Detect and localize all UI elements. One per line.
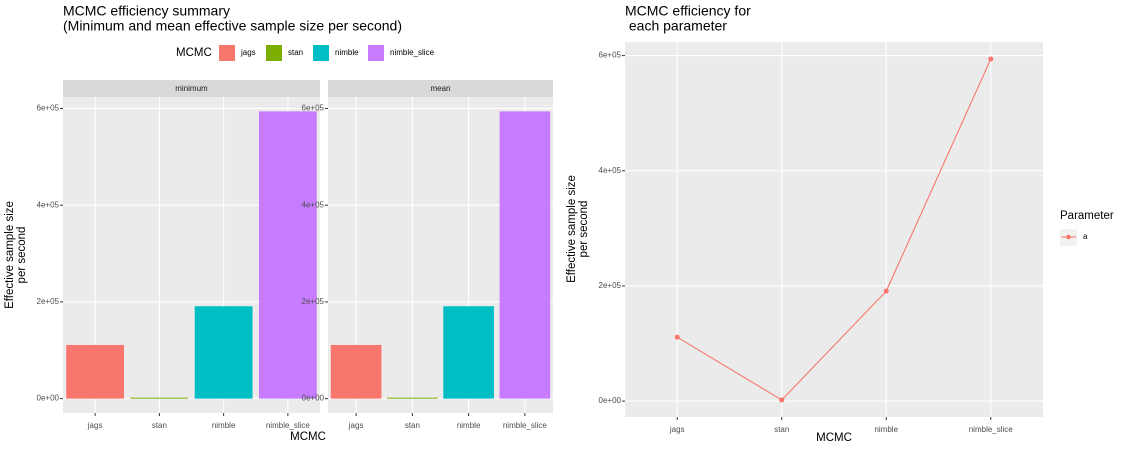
point bbox=[779, 397, 785, 403]
x-tick-label: stan bbox=[405, 421, 420, 430]
legend-key bbox=[266, 45, 282, 61]
y-tick-label: 4e+05 bbox=[302, 200, 325, 209]
x-tick-label: nimble_slice bbox=[503, 421, 548, 430]
facet-label: minimum bbox=[175, 84, 208, 93]
x-axis-label: MCMC bbox=[290, 431, 326, 443]
point bbox=[674, 334, 680, 340]
x-tick-label: stan bbox=[152, 421, 167, 430]
y-tick-label: 0e+00 bbox=[599, 396, 622, 405]
y-tick-label: 0e+00 bbox=[302, 394, 325, 403]
legend-label: a bbox=[1083, 232, 1088, 241]
x-tick-label: nimble bbox=[874, 425, 898, 434]
bar bbox=[194, 306, 253, 399]
y-axis-label: Effective sample size bbox=[4, 201, 16, 309]
y-tick-label: 4e+05 bbox=[599, 166, 622, 175]
y-tick-label: 6e+05 bbox=[37, 104, 60, 113]
legend-label: nimble bbox=[335, 48, 359, 57]
legend-key bbox=[313, 45, 329, 61]
y-tick-label: 4e+05 bbox=[37, 200, 60, 209]
y-tick-label: 6e+05 bbox=[599, 51, 622, 60]
y-tick-label: 6e+05 bbox=[302, 104, 325, 113]
line bbox=[676, 58, 992, 401]
x-tick-label: jags bbox=[669, 425, 685, 434]
legend-label: stan bbox=[288, 48, 303, 57]
bar bbox=[330, 344, 382, 399]
x-tick-label: jags bbox=[348, 421, 364, 430]
bar bbox=[66, 344, 125, 399]
facet-strip bbox=[63, 80, 320, 97]
chart-title: (Minimum and mean effective sample size … bbox=[63, 18, 402, 34]
point bbox=[883, 288, 889, 294]
x-axis-label: MCMC bbox=[816, 432, 852, 444]
legend-label: jags bbox=[240, 48, 256, 57]
y-tick-label: 2e+05 bbox=[302, 297, 325, 306]
legend-point bbox=[1066, 234, 1071, 240]
panel-background bbox=[625, 42, 1043, 417]
y-tick-label: 0e+00 bbox=[37, 394, 60, 403]
bar bbox=[499, 111, 551, 399]
chart-title: each parameter bbox=[625, 18, 727, 34]
x-tick-label: stan bbox=[774, 425, 789, 434]
chart-title: MCMC efficiency summary bbox=[63, 3, 230, 19]
x-tick-label: nimble bbox=[212, 421, 236, 430]
y-axis-label: per second bbox=[578, 201, 590, 258]
legend-title: MCMC bbox=[176, 47, 212, 59]
x-tick-label: nimble_slice bbox=[266, 421, 311, 430]
facet-label: mean bbox=[430, 84, 450, 93]
x-tick-label: nimble_slice bbox=[969, 425, 1014, 434]
point bbox=[988, 56, 994, 62]
bar bbox=[258, 111, 317, 399]
x-tick-label: nimble bbox=[457, 421, 481, 430]
y-axis-label: per second bbox=[16, 227, 28, 284]
chart-title: MCMC efficiency for bbox=[625, 3, 751, 19]
bar bbox=[130, 397, 189, 399]
x-tick-label: jags bbox=[87, 421, 103, 430]
legend-label: nimble_slice bbox=[390, 48, 435, 57]
bar bbox=[387, 397, 438, 399]
legend-key bbox=[368, 45, 384, 61]
bar bbox=[443, 306, 494, 399]
legend-key bbox=[219, 45, 235, 61]
y-tick-label: 2e+05 bbox=[599, 281, 622, 290]
y-axis-label: Effective sample size bbox=[566, 175, 578, 283]
legend-title: Parameter bbox=[1060, 210, 1114, 222]
y-tick-label: 2e+05 bbox=[37, 297, 60, 306]
facet-strip bbox=[328, 80, 553, 97]
